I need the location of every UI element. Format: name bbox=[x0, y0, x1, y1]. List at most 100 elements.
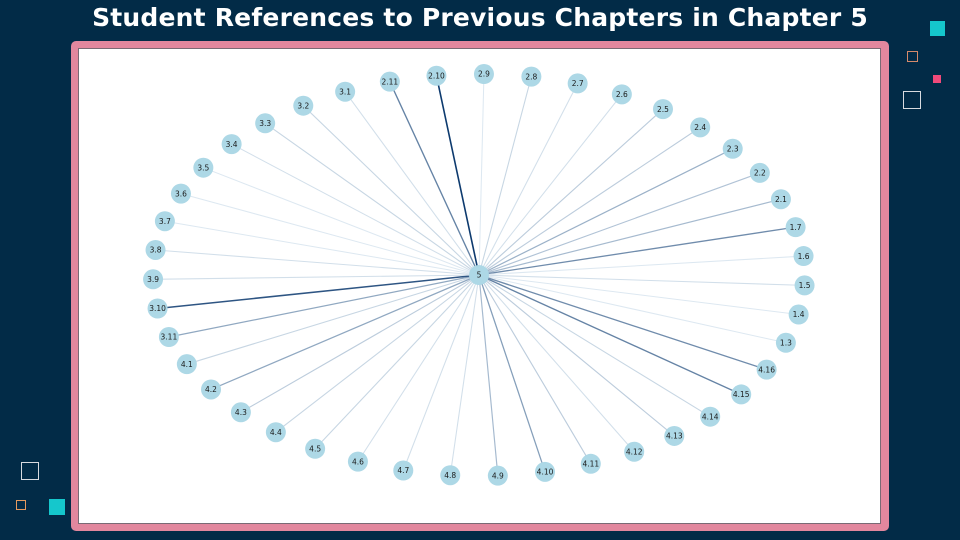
node-circle bbox=[700, 406, 721, 427]
node-label: 3.10 bbox=[149, 304, 166, 313]
edge-5-to-2-7 bbox=[478, 83, 579, 276]
node-circle bbox=[440, 465, 461, 486]
node-4-11: 4.11 bbox=[580, 453, 601, 474]
node-label: 4.13 bbox=[666, 432, 683, 441]
edge-5-to-3-3 bbox=[264, 122, 480, 276]
node-label: 3.2 bbox=[297, 101, 309, 110]
node-layer: 2.10 2.9 2.8 2.7 2.6 2.5 2.4 2.3 2.2 2.1 1.7 1.6 1.5… bbox=[143, 64, 815, 486]
node-circle bbox=[664, 425, 685, 446]
node-2-8: 2.8 bbox=[521, 66, 542, 87]
node-circle bbox=[473, 64, 494, 85]
node-circle bbox=[793, 246, 814, 267]
node-circle bbox=[393, 460, 414, 481]
node-label: 3.4 bbox=[226, 140, 238, 149]
node-1-7: 1.7 bbox=[785, 217, 806, 238]
node-label: 3.11 bbox=[161, 333, 178, 342]
edge-5-to-1-5 bbox=[478, 274, 805, 286]
node-label: 4.10 bbox=[537, 468, 554, 477]
edge-5-to-4-12 bbox=[478, 274, 635, 453]
node-3-1: 3.1 bbox=[335, 81, 356, 102]
node-circle bbox=[788, 304, 809, 325]
node-circle bbox=[469, 265, 489, 285]
node-4-14: 4.14 bbox=[700, 406, 721, 427]
node-label: 2.5 bbox=[657, 105, 669, 114]
edge-5-to-2-8 bbox=[478, 76, 532, 276]
node-circle bbox=[201, 379, 222, 400]
edge-5-to-4-11 bbox=[478, 274, 592, 465]
edge-5-to-2-10 bbox=[435, 75, 480, 276]
node-4-7: 4.7 bbox=[393, 460, 414, 481]
node-label: 2.3 bbox=[727, 144, 739, 153]
edge-5-to-4-16 bbox=[478, 274, 767, 371]
node-2-3: 2.3 bbox=[722, 138, 743, 159]
white-outline-square-decoration bbox=[21, 462, 39, 480]
node-label: 3.6 bbox=[175, 189, 187, 198]
node-4-15: 4.15 bbox=[731, 384, 752, 405]
node-4-4: 4.4 bbox=[265, 422, 286, 443]
node-4-13: 4.13 bbox=[664, 425, 685, 446]
white-outline-square-decoration bbox=[903, 91, 921, 109]
edge-5-to-2-11 bbox=[389, 81, 480, 276]
node-circle bbox=[785, 217, 806, 238]
node-circle bbox=[305, 438, 326, 459]
node-circle bbox=[749, 162, 770, 183]
node-3-9: 3.9 bbox=[143, 269, 164, 290]
node-1-6: 1.6 bbox=[793, 246, 814, 267]
node-label: 1.3 bbox=[780, 338, 792, 347]
node-circle bbox=[145, 239, 166, 260]
node-label: 3.7 bbox=[159, 217, 171, 226]
edge-5-to-2-9 bbox=[478, 74, 485, 276]
node-label: 3.3 bbox=[259, 119, 271, 128]
node-3-10: 3.10 bbox=[147, 298, 168, 319]
node-circle bbox=[770, 189, 791, 210]
edge-5-to-4-6 bbox=[357, 274, 480, 462]
node-label: 4.9 bbox=[492, 471, 504, 480]
center-node-5: 5 bbox=[469, 265, 489, 285]
node-2-2: 2.2 bbox=[749, 162, 770, 183]
node-label: 2.1 bbox=[775, 195, 787, 204]
node-label: 2.9 bbox=[478, 70, 490, 79]
node-circle bbox=[567, 73, 588, 94]
node-circle bbox=[690, 117, 711, 138]
node-2-11: 2.11 bbox=[379, 71, 400, 92]
node-label: 1.4 bbox=[793, 310, 805, 319]
node-circle bbox=[535, 461, 556, 482]
edge-5-to-4-10 bbox=[478, 274, 546, 473]
node-label: 5 bbox=[477, 271, 482, 280]
node-4-6: 4.6 bbox=[347, 451, 368, 472]
node-circle bbox=[611, 84, 632, 105]
node-label: 2.7 bbox=[572, 79, 584, 88]
node-circle bbox=[265, 422, 286, 443]
edge-5-to-3-11 bbox=[168, 274, 480, 338]
node-label: 1.6 bbox=[798, 252, 810, 261]
teal-square-decoration bbox=[930, 21, 945, 36]
node-label: 2.6 bbox=[616, 90, 628, 99]
node-2-7: 2.7 bbox=[567, 73, 588, 94]
edge-5-to-2-3 bbox=[478, 148, 733, 276]
node-circle bbox=[170, 183, 191, 204]
edge-5-to-2-6 bbox=[478, 93, 623, 276]
edge-5-to-3-8 bbox=[155, 249, 480, 276]
node-4-12: 4.12 bbox=[624, 441, 645, 462]
edge-5-to-3-6 bbox=[180, 193, 480, 276]
node-circle bbox=[487, 465, 508, 486]
node-label: 2.4 bbox=[694, 123, 706, 132]
node-1-5: 1.5 bbox=[794, 275, 815, 296]
node-circle bbox=[756, 359, 777, 380]
edge-5-to-2-4 bbox=[478, 126, 701, 276]
node-circle bbox=[221, 134, 242, 155]
edge-layer bbox=[153, 74, 805, 476]
node-2-6: 2.6 bbox=[611, 84, 632, 105]
node-circle bbox=[335, 81, 356, 102]
node-3-6: 3.6 bbox=[170, 183, 191, 204]
node-4-2: 4.2 bbox=[201, 379, 222, 400]
edge-5-to-4-3 bbox=[240, 274, 480, 413]
pink-square-decoration bbox=[933, 75, 941, 83]
node-label: 4.7 bbox=[397, 466, 409, 475]
node-circle bbox=[521, 66, 542, 87]
edge-5-to-4-2 bbox=[210, 274, 480, 391]
node-label: 4.12 bbox=[626, 447, 643, 456]
node-3-4: 3.4 bbox=[221, 134, 242, 155]
node-4-8: 4.8 bbox=[440, 465, 461, 486]
